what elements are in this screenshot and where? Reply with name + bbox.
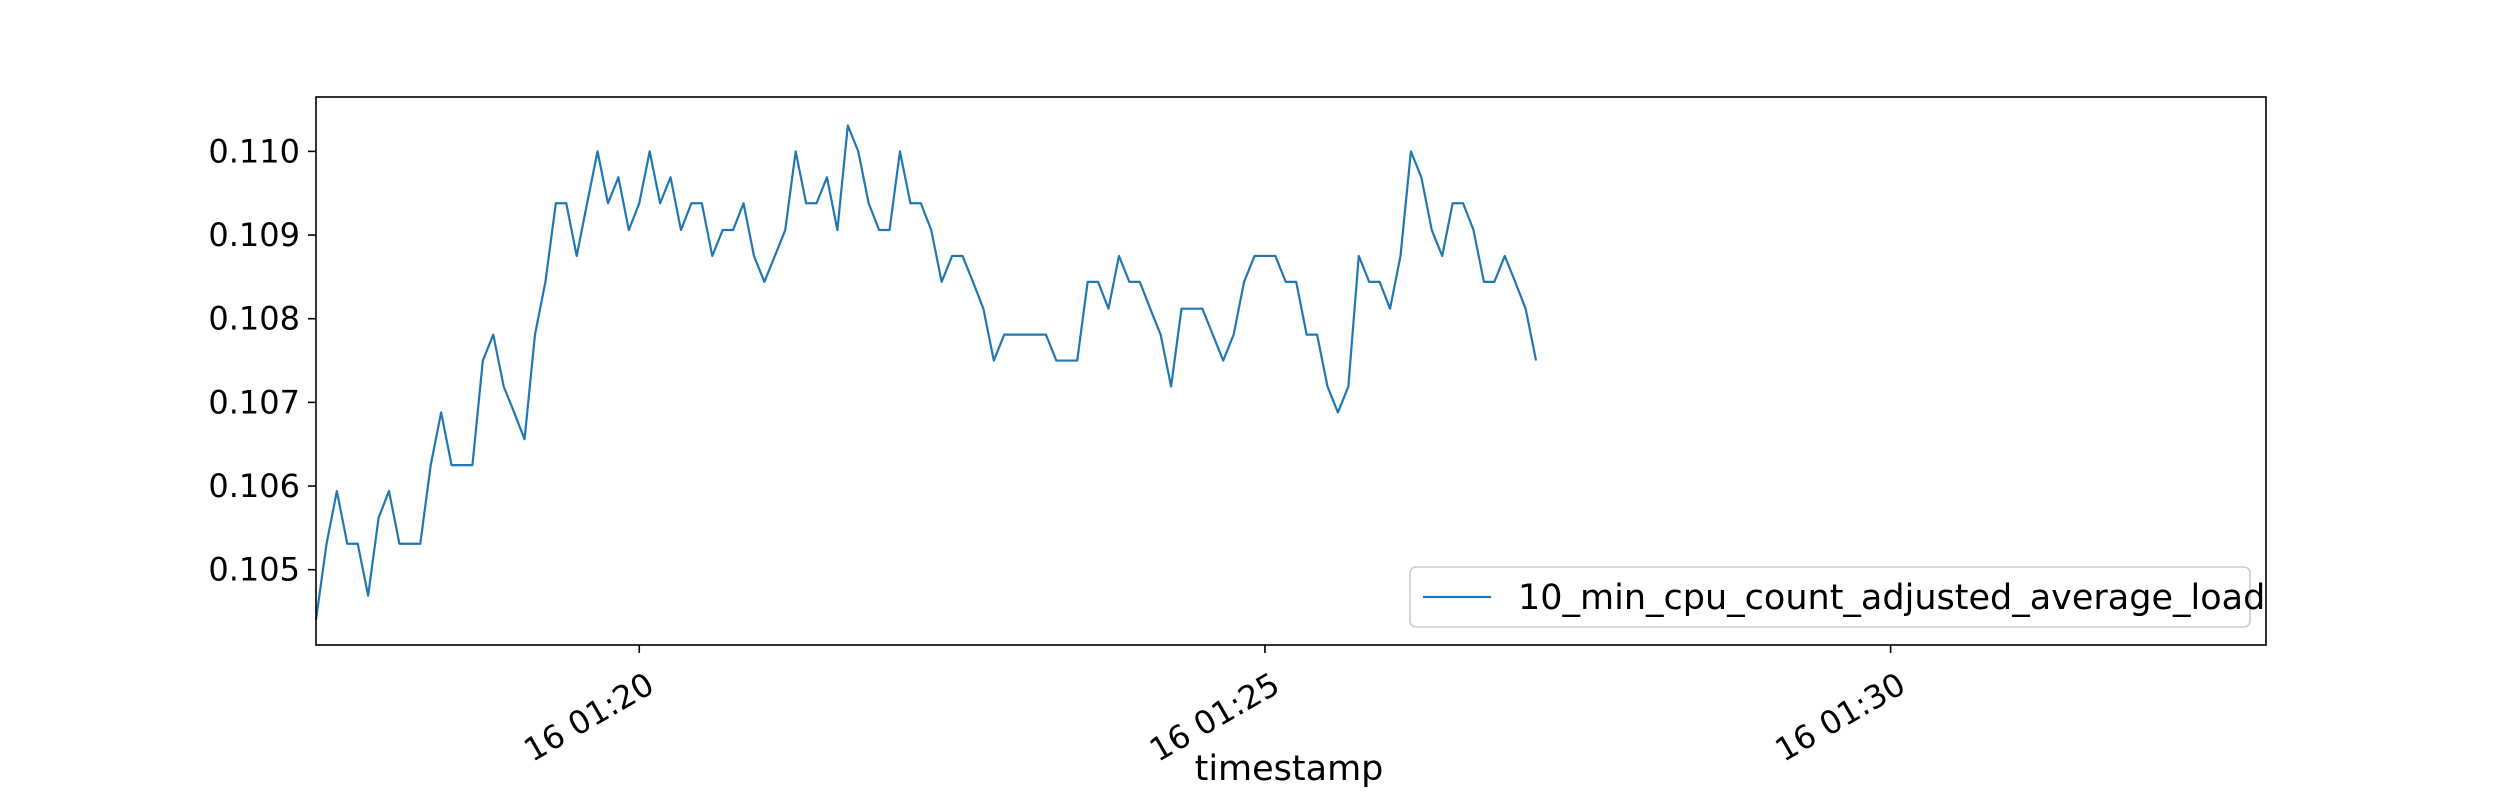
series-0 <box>314 124 1538 621</box>
plot-area <box>316 97 2266 645</box>
x-axis-label: timestamp <box>1195 749 1384 789</box>
y-axis: 0.105 0.106 0.107 0.108 0.109 0.110 <box>208 132 316 589</box>
x-tick-label: 16 01:30 <box>1769 665 1912 769</box>
series-line <box>314 124 1538 621</box>
y-tick-label: 0.110 <box>208 132 300 170</box>
y-tick-label: 0.107 <box>208 383 300 421</box>
y-tick-label: 0.109 <box>208 216 300 254</box>
series-layer <box>314 124 1538 621</box>
y-tick-label: 0.105 <box>208 551 300 589</box>
y-tick-label: 0.108 <box>208 300 300 338</box>
legend[interactable]: 10_min_cpu_count_adjusted_average_load <box>1409 566 2265 628</box>
plot-frame <box>315 96 2267 646</box>
x-tick-label: 16 01:20 <box>517 665 660 769</box>
legend-box <box>1409 566 2251 628</box>
y-tick-label: 0.106 <box>208 467 300 505</box>
legend-label: 10_min_cpu_count_adjusted_average_load <box>1518 578 2265 618</box>
